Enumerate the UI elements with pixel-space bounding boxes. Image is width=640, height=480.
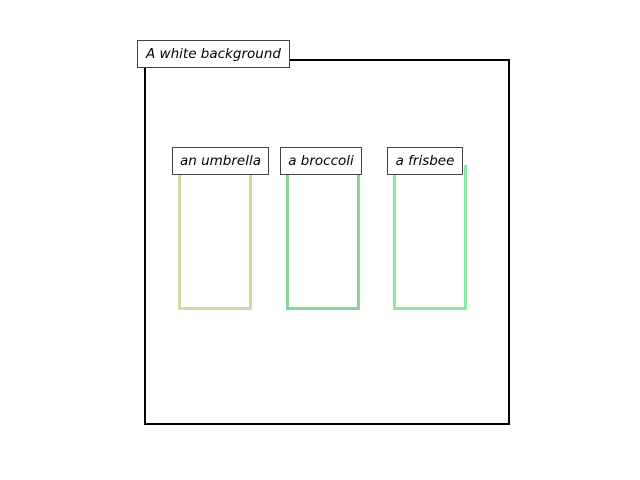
scene-frame bbox=[144, 59, 510, 425]
frisbee-box bbox=[393, 165, 467, 310]
umbrella-label: an umbrella bbox=[172, 147, 269, 175]
umbrella-box bbox=[178, 165, 252, 310]
broccoli-label: a broccoli bbox=[280, 147, 362, 175]
background-label: A white background bbox=[137, 40, 290, 68]
frisbee-label: a frisbee bbox=[387, 147, 463, 175]
broccoli-box bbox=[286, 165, 360, 310]
